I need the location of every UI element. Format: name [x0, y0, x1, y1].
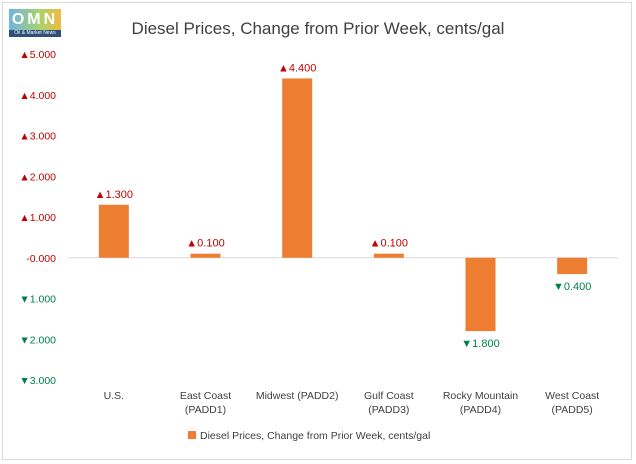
- logo: OMN Oil & Market News: [9, 9, 61, 37]
- y-tick-label: ▲4.000: [19, 90, 56, 102]
- logo-tagline: Oil & Market News: [9, 30, 61, 37]
- y-tick-label: ▲3.000: [19, 131, 56, 143]
- y-axis-ticks: ▲5.000 ▲4.000 ▲3.000 ▲2.000 ▲1.000 -0.000 ▼1.0…: [19, 49, 56, 387]
- y-tick-label: ▲1.000: [19, 212, 56, 224]
- data-label: ▼0.400: [553, 281, 591, 293]
- data-label: ▲4.400: [278, 62, 316, 74]
- y-tick-label: ▲5.000: [19, 49, 56, 61]
- data-label: ▲0.100: [186, 238, 224, 250]
- data-labels: ▲1.300 ▲0.100 ▲4.400 ▲0.100 ▼1.800 ▼0.400: [95, 62, 592, 350]
- bar: [557, 257, 588, 275]
- x-tick-label: Rocky Mountain (PADD4): [443, 390, 518, 416]
- y-tick-label: ▲2.000: [19, 171, 56, 183]
- y-tick-label: ▼1.000: [19, 294, 56, 306]
- legend-swatch: [188, 431, 196, 439]
- x-tick-label: Midwest (PADD2): [256, 390, 339, 402]
- bar: [282, 78, 313, 258]
- y-tick-label: ▼3.000: [19, 375, 56, 387]
- bars: [98, 78, 588, 332]
- data-label: ▼1.800: [461, 338, 499, 350]
- bar: [190, 253, 221, 258]
- y-tick-label: -0.000: [26, 253, 56, 265]
- logo-letters: OMN: [9, 9, 61, 30]
- x-axis-ticks: U.S. East Coast (PADD1) Midwest (PADD2) Gulf…: [104, 390, 600, 416]
- x-tick-label: U.S.: [104, 390, 124, 402]
- x-tick-label: Gulf Coast (PADD3): [364, 390, 414, 416]
- chart-title: Diesel Prices, Change from Prior Week, c…: [132, 19, 505, 38]
- bar: [373, 253, 404, 258]
- data-label: ▲1.300: [95, 189, 133, 201]
- x-tick-label: East Coast (PADD1): [180, 390, 231, 416]
- legend: Diesel Prices, Change from Prior Week, c…: [188, 430, 430, 442]
- bar: [465, 257, 496, 332]
- bar: [98, 204, 129, 258]
- data-label: ▲0.100: [370, 238, 408, 250]
- y-tick-label: ▼2.000: [19, 334, 56, 346]
- legend-label: Diesel Prices, Change from Prior Week, c…: [200, 430, 430, 442]
- x-tick-label: West Coast (PADD5): [545, 390, 599, 416]
